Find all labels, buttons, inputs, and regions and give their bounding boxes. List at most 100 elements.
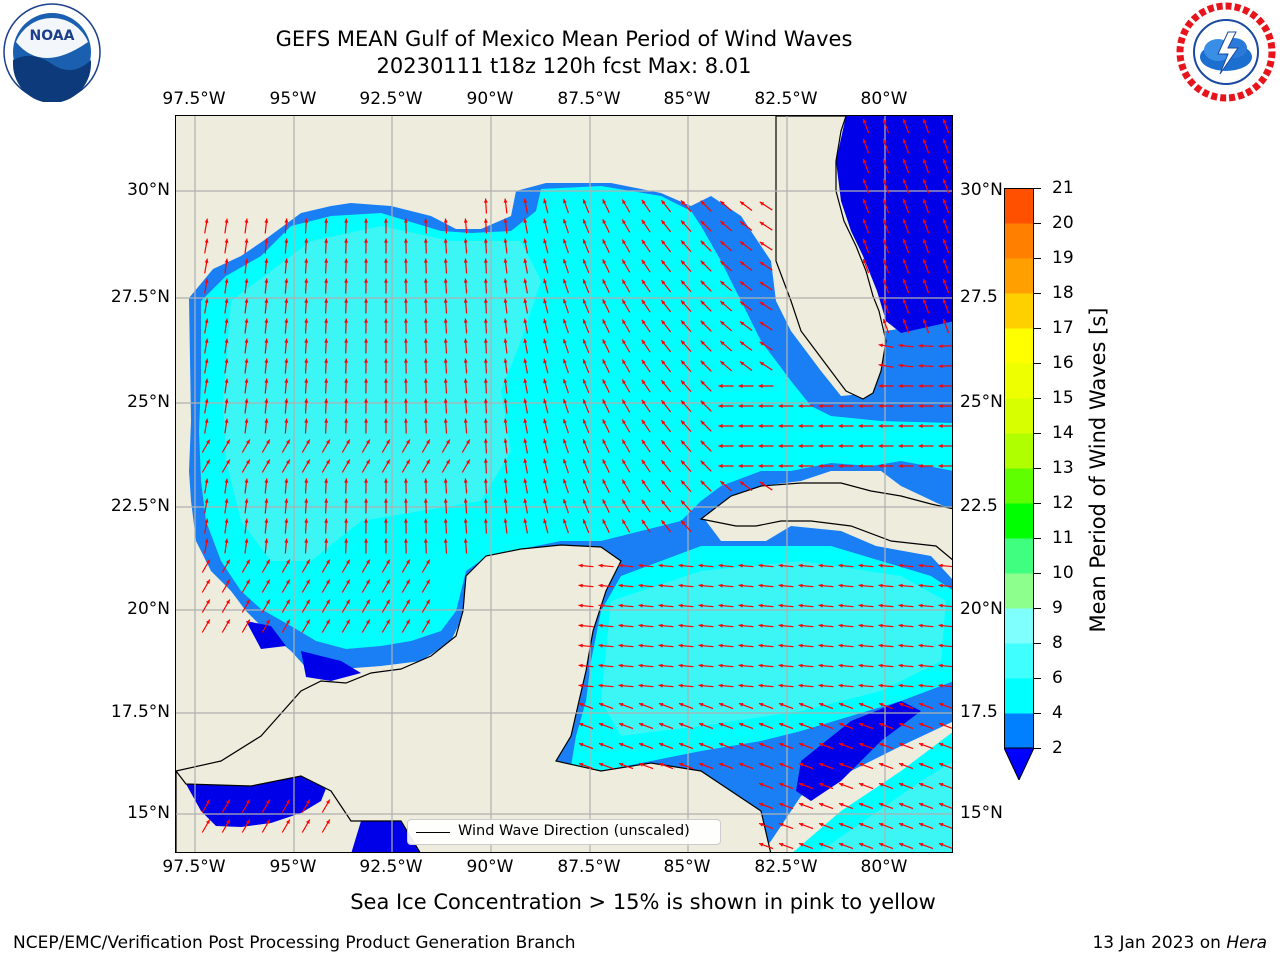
wave-arrow-head bbox=[582, 339, 587, 344]
wave-arrow-head bbox=[898, 663, 903, 668]
wave-arrow-head bbox=[681, 460, 686, 465]
wave-arrow-head bbox=[879, 703, 884, 707]
wave-arrow-head bbox=[923, 139, 927, 144]
colorbar-tick-mark bbox=[1034, 363, 1041, 364]
wave-arrow-head bbox=[943, 219, 947, 224]
wave-arrow-head bbox=[858, 603, 863, 608]
wave-arrow-head bbox=[599, 763, 604, 767]
wave-arrow-head bbox=[204, 358, 209, 363]
wave-arrow-head bbox=[224, 538, 229, 543]
wave-arrow-head bbox=[483, 498, 488, 503]
wave-arrow-head bbox=[563, 378, 567, 384]
wave-arrow-head bbox=[582, 419, 587, 424]
colorbar-tick-label: 8 bbox=[1052, 633, 1063, 653]
wave-arrow-head bbox=[740, 301, 745, 306]
wave-arrow-head bbox=[943, 119, 947, 124]
wave-arrow-head bbox=[698, 563, 703, 568]
wave-arrow-head bbox=[700, 220, 705, 225]
wave-arrow-head bbox=[622, 439, 626, 444]
wave-arrow-head bbox=[406, 619, 410, 624]
wave-arrow-head bbox=[483, 418, 488, 423]
wave-arrow-head bbox=[943, 239, 947, 244]
wave-arrow-head bbox=[204, 278, 209, 283]
wave-arrow-head bbox=[578, 683, 583, 688]
wave-arrow-head bbox=[523, 278, 528, 283]
wave-arrow-head bbox=[206, 439, 210, 444]
wave-arrow-head bbox=[304, 318, 309, 323]
wave-arrow-head bbox=[423, 538, 428, 543]
wave-arrow-head bbox=[598, 683, 603, 688]
colorbar-segment bbox=[1004, 573, 1034, 609]
wave-arrow-head bbox=[563, 438, 567, 444]
wave-arrow-head bbox=[503, 418, 508, 423]
wave-arrow-head bbox=[799, 783, 804, 787]
wave-arrow-head bbox=[798, 683, 803, 688]
wave-arrow-head bbox=[939, 743, 944, 747]
wave-arrow-head bbox=[404, 398, 408, 403]
wave-arrow-head bbox=[878, 563, 883, 568]
wave-arrow-head bbox=[759, 241, 765, 246]
wave-arrow-head bbox=[740, 241, 745, 246]
wave-arrow-head bbox=[443, 398, 448, 403]
wave-arrow-head bbox=[602, 519, 607, 524]
wave-arrow-head bbox=[778, 563, 783, 568]
wave-arrow-head bbox=[543, 358, 547, 364]
wave-arrow-head bbox=[898, 444, 903, 448]
wave-arrow-head bbox=[778, 643, 783, 648]
wave-arrow-head bbox=[738, 683, 743, 688]
wave-arrow-head bbox=[204, 398, 209, 403]
wave-arrow-head bbox=[883, 259, 887, 264]
colorbar-tick-label: 21 bbox=[1052, 178, 1074, 198]
wave-arrow-head bbox=[859, 783, 864, 787]
colorbar-segment bbox=[1004, 468, 1034, 504]
wave-arrow-head bbox=[759, 481, 765, 486]
wave-arrow-head bbox=[639, 743, 644, 747]
wave-arrow-head bbox=[364, 378, 368, 383]
wave-arrow-head bbox=[919, 743, 924, 747]
lat-label: 15°N bbox=[960, 803, 1003, 823]
colorbar-segment bbox=[1004, 398, 1034, 434]
wave-arrow-head bbox=[863, 159, 867, 164]
wave-arrow-head bbox=[324, 238, 329, 243]
wave-arrow-head bbox=[658, 583, 663, 588]
wave-arrow-head bbox=[720, 361, 725, 366]
colorbar-segment bbox=[1004, 608, 1034, 644]
wave-arrow-head bbox=[698, 683, 703, 688]
wave-arrow-head bbox=[641, 419, 646, 425]
wave-arrow-head bbox=[244, 258, 249, 263]
wave-arrow-head bbox=[284, 478, 289, 483]
colorbar-segment bbox=[1004, 713, 1034, 749]
wave-arrow-head bbox=[758, 583, 763, 588]
wave-arrow-head bbox=[364, 418, 368, 423]
wave-arrow-head bbox=[818, 424, 823, 428]
wave-arrow-head bbox=[366, 579, 370, 584]
wave-arrow-head bbox=[602, 239, 607, 244]
wave-arrow-head bbox=[324, 498, 329, 503]
wave-arrow-head bbox=[324, 278, 329, 283]
wave-arrow-head bbox=[943, 159, 947, 164]
colorbar-tick-label: 13 bbox=[1052, 458, 1074, 478]
wave-arrow-head bbox=[503, 278, 508, 283]
wave-arrow-head bbox=[700, 240, 705, 245]
wave-arrow-head bbox=[839, 783, 844, 787]
wave-arrow-head bbox=[778, 623, 783, 628]
wave-arrow-head bbox=[598, 643, 603, 648]
wave-arrow-head bbox=[778, 683, 783, 688]
wave-arrow-head bbox=[858, 404, 863, 408]
wave-arrow-head bbox=[661, 520, 666, 525]
wave-arrow-head bbox=[641, 499, 646, 505]
wave-arrow-head bbox=[698, 643, 703, 648]
wave-arrow-head bbox=[284, 418, 289, 423]
wave-arrow-head bbox=[304, 278, 309, 283]
wave-arrow-head bbox=[838, 444, 843, 448]
wave-arrow-head bbox=[364, 338, 368, 343]
wave-arrow-head bbox=[463, 318, 468, 323]
wave-arrow-head bbox=[244, 338, 249, 343]
wave-arrow-head bbox=[641, 279, 646, 285]
wave-arrow-head bbox=[943, 259, 947, 264]
wave-arrow-head bbox=[923, 219, 927, 224]
wave-arrow-head bbox=[582, 479, 587, 484]
wave-arrow-head bbox=[246, 599, 250, 604]
wave-arrow-head bbox=[304, 358, 309, 363]
wave-arrow-head bbox=[224, 378, 229, 383]
